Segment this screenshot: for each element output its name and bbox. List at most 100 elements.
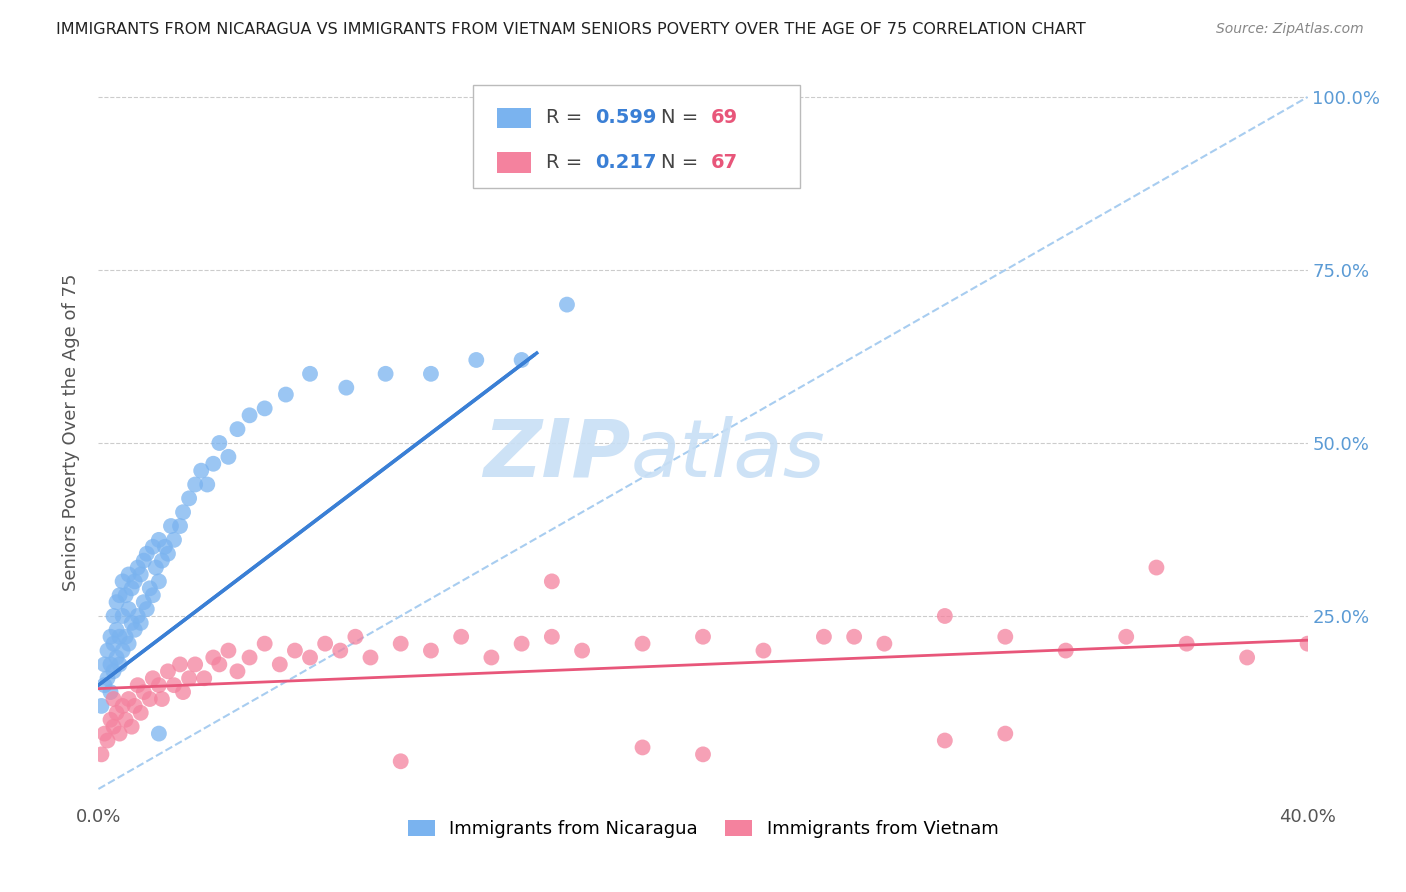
Point (132, 554, 155, 568)
Point (934, 733, 956, 747)
Point (994, 630, 1017, 644)
Point (631, 740, 654, 755)
FancyBboxPatch shape (498, 108, 531, 128)
Point (114, 588, 136, 602)
Point (114, 713, 136, 727)
FancyBboxPatch shape (474, 85, 800, 188)
Text: R =: R = (546, 109, 588, 128)
Point (108, 588, 131, 602)
Point (374, 367, 396, 381)
Point (124, 574, 146, 589)
Point (335, 381, 357, 395)
Point (118, 602, 141, 616)
Point (299, 367, 322, 381)
Point (142, 588, 165, 602)
Point (1144, 560, 1167, 574)
Point (510, 637, 533, 651)
Text: 0.599: 0.599 (595, 109, 657, 128)
Point (239, 409, 262, 423)
Point (135, 547, 157, 561)
Point (129, 615, 152, 630)
Point (179, 491, 201, 506)
Point (148, 726, 170, 740)
Point (202, 457, 225, 471)
Point (510, 353, 533, 368)
Point (190, 464, 212, 478)
Point (193, 671, 215, 685)
Point (150, 554, 173, 568)
Point (142, 671, 165, 685)
Point (153, 540, 176, 554)
Point (226, 665, 249, 679)
Point (121, 720, 143, 734)
Point (121, 615, 143, 630)
Point (631, 637, 654, 651)
Point (274, 387, 297, 401)
Point (111, 643, 134, 657)
Point (129, 706, 152, 720)
Point (163, 678, 186, 692)
Text: 0.217: 0.217 (595, 153, 657, 172)
Point (1296, 637, 1319, 651)
Text: 67: 67 (710, 153, 737, 172)
Point (163, 533, 186, 547)
Point (100, 713, 122, 727)
Point (172, 685, 194, 699)
Point (108, 657, 131, 672)
Point (148, 678, 170, 692)
Point (692, 630, 714, 644)
Point (118, 637, 141, 651)
Point (540, 630, 562, 644)
Legend: Immigrants from Nicaragua, Immigrants from Vietnam: Immigrants from Nicaragua, Immigrants fr… (401, 813, 1005, 846)
Point (148, 533, 170, 547)
Point (253, 637, 276, 651)
Point (314, 637, 336, 651)
Point (195, 477, 218, 491)
Point (132, 595, 155, 609)
Point (160, 519, 183, 533)
Point (217, 450, 239, 464)
Point (360, 650, 382, 665)
Point (93, 678, 115, 692)
Point (169, 657, 191, 672)
Point (96, 733, 118, 747)
Point (184, 477, 207, 491)
Point (217, 643, 239, 657)
Point (105, 706, 128, 720)
Point (103, 720, 125, 734)
Point (179, 671, 201, 685)
Point (208, 436, 231, 450)
Point (1054, 643, 1077, 657)
Point (108, 630, 131, 644)
Point (111, 574, 134, 589)
Point (148, 574, 170, 589)
Point (105, 650, 128, 665)
Point (127, 560, 149, 574)
Point (142, 540, 165, 554)
Point (184, 657, 207, 672)
Point (124, 623, 146, 637)
Point (253, 401, 276, 416)
Point (994, 726, 1017, 740)
Point (450, 630, 472, 644)
Point (269, 657, 291, 672)
Point (202, 650, 225, 665)
Point (139, 692, 162, 706)
Text: ZIP: ZIP (484, 416, 630, 494)
Point (329, 643, 352, 657)
Point (481, 650, 503, 665)
Point (132, 685, 155, 699)
Point (135, 602, 157, 616)
Text: Source: ZipAtlas.com: Source: ZipAtlas.com (1216, 22, 1364, 37)
Point (103, 637, 125, 651)
Point (389, 637, 412, 651)
Point (934, 609, 956, 624)
Point (299, 650, 322, 665)
Point (118, 567, 141, 582)
Point (127, 609, 149, 624)
Text: N =: N = (661, 153, 704, 172)
Point (571, 643, 593, 657)
Text: atlas: atlas (630, 416, 825, 494)
Point (90, 698, 112, 713)
Point (239, 650, 262, 665)
